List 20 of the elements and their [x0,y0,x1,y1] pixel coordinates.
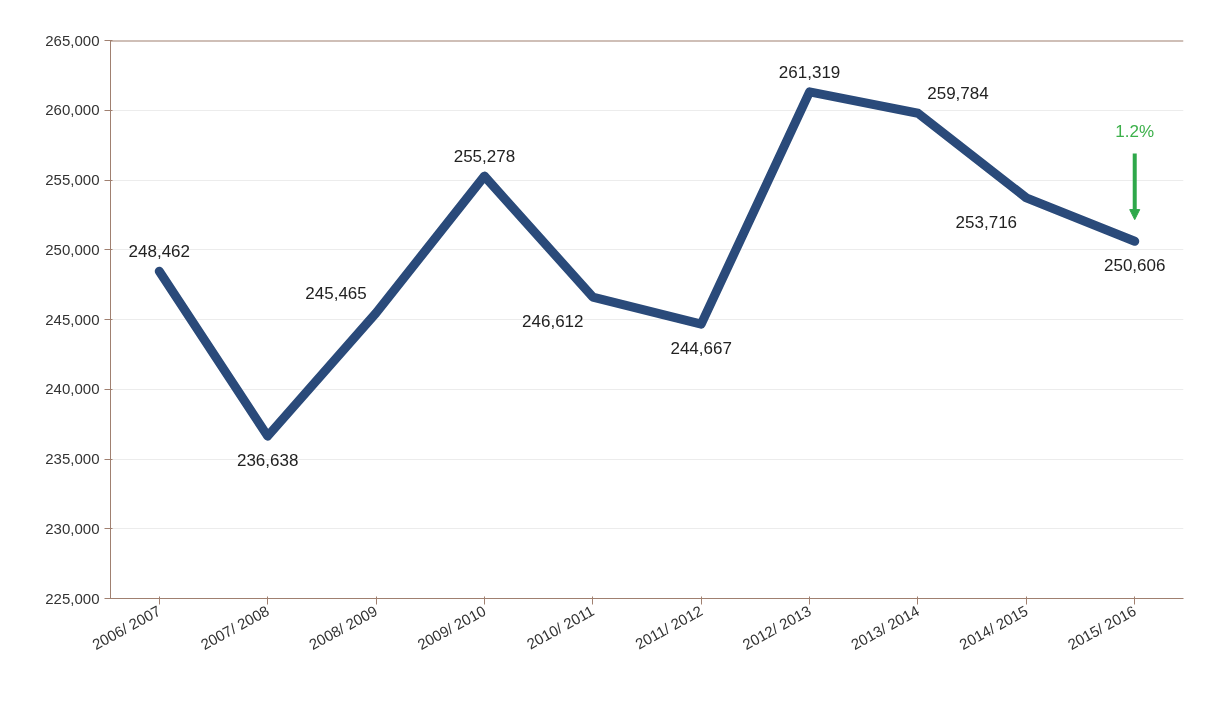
y-tick-label: 260,000 [45,101,100,119]
y-tick-label: 265,000 [45,31,100,49]
text: 261,319 [778,62,841,82]
text: 250,606 [1104,256,1166,276]
text: 246,612 [522,312,584,332]
text: 248,462 [128,242,190,262]
text: 255,278 [453,147,516,167]
text: 259,784 [927,84,989,104]
y-tick-label: 240,000 [45,380,100,398]
text: 253,716 [955,212,1018,232]
y-tick-label: 235,000 [45,450,100,467]
text: 236,638 [236,451,299,471]
y-tick-label: 255,000 [45,171,100,188]
y-tick-label: 225,000 [45,589,100,607]
text: 244,667 [670,339,732,359]
y-tick-label: 250,000 [45,240,100,258]
annotation: 1.2% [1115,121,1155,141]
text: 245,465 [305,284,367,304]
y-tick-label: 245,000 [45,310,100,328]
y-tick-label: 230,000 [45,519,100,537]
